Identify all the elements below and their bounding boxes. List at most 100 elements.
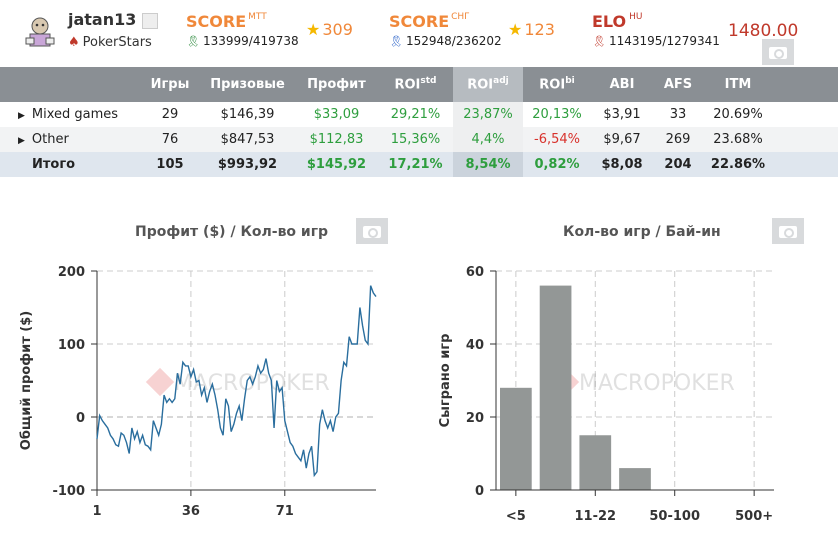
x-tick-label: 71 (276, 504, 294, 519)
cell-games: 29 (140, 102, 200, 127)
profile-header: jatan13 ♠ PokerStars SCORE MTT 🎗 133999/419… (0, 0, 838, 67)
bar-5-11 (539, 285, 572, 490)
score-sup: СНГ (451, 12, 470, 22)
cell-spacer (773, 102, 838, 127)
score-mtt-rank: 🎗 133999/419738 (186, 34, 299, 48)
watermark: MACROPOKER (550, 367, 735, 397)
cell-roi-bi: -6,54% (523, 127, 591, 152)
ribbon-icon: 🎗 (186, 35, 200, 48)
cell-itm: 23.68% (703, 127, 773, 152)
camera-icon[interactable] (772, 218, 804, 244)
y-tick-label: 200 (58, 265, 85, 280)
roi-sup: adj (493, 76, 509, 87)
star-icon: ★ (508, 20, 523, 39)
score-sup: MTT (248, 12, 267, 22)
elo-label: ELO HU (592, 12, 643, 31)
score-mtt-label: SCORE MTT (186, 12, 267, 31)
cell-prizes: $146,39 (200, 102, 295, 127)
roi-label: ROI (467, 77, 494, 93)
ribbon-icon: 🎗 (592, 35, 606, 48)
y-tick-label: 40 (466, 338, 484, 353)
ribbon-icon: 🎗 (389, 35, 403, 48)
table-total-row: Итого 105 $993,92 $145,92 17,21% 8,54% 0… (0, 152, 838, 177)
cell-spacer (773, 152, 838, 177)
camera-icon[interactable] (356, 218, 388, 244)
roi-label: ROI (539, 77, 566, 93)
total-label: Итого (0, 152, 140, 177)
cell-prizes: $847,53 (200, 127, 295, 152)
cell-profit: $33,09 (295, 102, 378, 127)
score-sng-rank: 🎗 152948/236202 (389, 34, 502, 48)
score-mtt-stars: ★ 309 (306, 20, 353, 39)
camera-icon[interactable] (762, 39, 794, 65)
cell-profit: $112,83 (295, 127, 378, 152)
cell-itm: 20.69% (703, 102, 773, 127)
x-tick-label: 36 (182, 504, 200, 519)
cell-prizes: $993,92 (200, 152, 295, 177)
y-axis-label: Сыграно игр (438, 334, 453, 428)
table-row[interactable]: ▶ Other 76 $847,53 $112,83 15,36% 4,4% -6… (0, 127, 838, 152)
roi-sup: std (420, 76, 437, 87)
elo-text: ELO (592, 12, 627, 31)
y-tick-label: 0 (475, 484, 484, 499)
buyin-bar-chart: 0 20 40 60 <5 11-22 50-100 500+ MACROPOKER Сыгран… (438, 265, 774, 524)
elo-value: 1480.00 (728, 21, 799, 41)
col-roi-std[interactable]: ROIstd (378, 67, 453, 102)
x-tick-label: 1 (92, 504, 101, 519)
room-name: PokerStars (82, 35, 152, 50)
expand-icon[interactable]: ▶ (18, 136, 25, 146)
x-tick-label: 500+ (735, 509, 773, 524)
cell-itm: 22.86% (703, 152, 773, 177)
col-spacer (773, 67, 838, 102)
expand-icon[interactable]: ▶ (18, 111, 25, 121)
row-name[interactable]: ▶ Mixed games (0, 102, 140, 127)
profit-line-chart: -100 0 100 200 1 36 71 MACROPOKER Общий профит (… (19, 265, 377, 519)
watermark: MACROPOKER (145, 367, 330, 397)
x-tick-label: 50-100 (649, 509, 700, 524)
cell-roi-bi: 20,13% (523, 102, 591, 127)
cell-roi-std: 17,21% (378, 152, 453, 177)
cell-games: 76 (140, 127, 200, 152)
cell-roi-std: 29,21% (378, 102, 453, 127)
row-name[interactable]: ▶ Other (0, 127, 140, 152)
rank-value: 133999/419738 (202, 34, 299, 48)
score-label: SCORE (389, 12, 450, 31)
table-row[interactable]: ▶ Mixed games 29 $146,39 $33,09 29,21% 23… (0, 102, 838, 127)
col-abi[interactable]: ABI (591, 67, 653, 102)
stats-table: Игры Призовые Профит ROIstd ROIadj ROIbi… (0, 67, 838, 177)
profit-series-line (96, 285, 377, 478)
col-itm[interactable]: ITM (703, 67, 773, 102)
roi-label: ROI (394, 77, 421, 93)
cell-abi: $8,08 (591, 152, 653, 177)
copy-username-icon[interactable] (142, 13, 158, 29)
poker-room: ♠ PokerStars (68, 35, 152, 50)
bar-chart-title: Кол-во игр / Бай-ин (563, 224, 721, 240)
x-tick-label: <5 (506, 509, 526, 524)
col-roi-adj[interactable]: ROIadj (453, 67, 523, 102)
y-tick-label: 20 (466, 411, 484, 426)
username[interactable]: jatan13 (68, 10, 137, 29)
bar-22-50 (619, 468, 651, 490)
y-tick-label: 100 (58, 338, 85, 353)
profit-chart-title: Профит ($) / Кол-во игр (135, 224, 329, 240)
table-header: Игры Призовые Профит ROIstd ROIadj ROIbi… (0, 67, 838, 102)
star-icon: ★ (306, 20, 321, 39)
x-tick-label: 11-22 (574, 509, 616, 524)
cell-roi-adj: 8,54% (453, 152, 523, 177)
roi-sup: bi (565, 76, 575, 87)
col-prizes[interactable]: Призовые (200, 67, 295, 102)
cell-roi-adj: 4,4% (453, 127, 523, 152)
col-profit[interactable]: Профит (295, 67, 378, 102)
col-games[interactable]: Игры (140, 67, 200, 102)
col-afs[interactable]: AFS (653, 67, 703, 102)
y-tick-label: -100 (52, 484, 85, 499)
cell-afs: 269 (653, 127, 703, 152)
score-sng-stars: ★ 123 (508, 20, 555, 39)
avatar-icon (25, 17, 55, 47)
row-label: Other (31, 132, 69, 147)
row-label: Mixed games (31, 107, 119, 122)
col-roi-bi[interactable]: ROIbi (523, 67, 591, 102)
rank-value: 152948/236202 (405, 34, 502, 48)
y-axis-label: Общий профит ($) (19, 311, 34, 450)
cell-abi: $3,91 (591, 102, 653, 127)
